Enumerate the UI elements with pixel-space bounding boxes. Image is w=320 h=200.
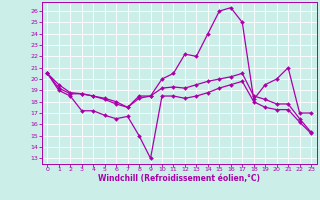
X-axis label: Windchill (Refroidissement éolien,°C): Windchill (Refroidissement éolien,°C) xyxy=(98,174,260,183)
